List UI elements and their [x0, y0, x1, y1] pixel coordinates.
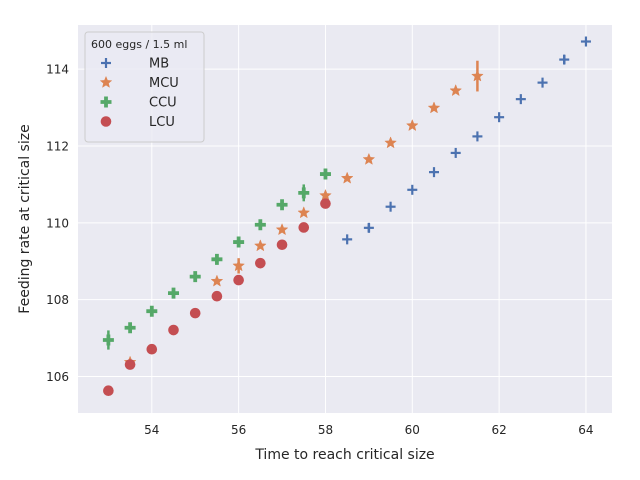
legend-marker-mcu — [99, 75, 113, 88]
point-lcu — [320, 198, 331, 209]
point-mcu — [275, 223, 289, 236]
data-marks — [102, 36, 591, 397]
point-mb — [537, 77, 548, 88]
point-mb — [342, 234, 353, 245]
point-ccu — [146, 305, 158, 317]
x-tick-label: 56 — [231, 423, 246, 437]
x-tick-label: 64 — [578, 423, 593, 437]
point-ccu — [254, 219, 266, 231]
y-tick-label: 106 — [46, 370, 69, 384]
point-mb — [580, 36, 591, 47]
x-tick-label: 60 — [405, 423, 420, 437]
point-lcu — [189, 307, 201, 319]
point-mcu — [210, 274, 224, 287]
y-tick-label: 114 — [46, 63, 69, 77]
point-mcu — [384, 136, 397, 149]
y-tick-label: 108 — [46, 293, 69, 307]
tick-labels: 54 56 58 60 62 64 106 108 110 112 114 — [46, 63, 593, 437]
legend-items: MB MCU CCU LCU — [99, 57, 179, 130]
point-mcu — [449, 84, 463, 97]
series-mb — [342, 36, 591, 245]
point-lcu — [211, 290, 223, 302]
legend-label: MB — [149, 57, 169, 72]
point-mb — [494, 112, 505, 123]
point-mb — [363, 222, 374, 233]
point-mb — [472, 131, 483, 142]
x-tick-label: 54 — [144, 423, 159, 437]
point-lcu — [146, 343, 158, 355]
legend-box — [84, 31, 205, 143]
point-lcu — [124, 359, 136, 370]
point-lcu — [255, 257, 266, 269]
point-mcu — [297, 206, 311, 219]
point-mcu — [471, 69, 484, 82]
point-mcu — [340, 171, 354, 184]
point-ccu — [276, 199, 288, 211]
point-mb — [559, 54, 570, 65]
point-mb — [385, 201, 396, 212]
point-mb — [407, 184, 418, 195]
point-lcu — [233, 274, 244, 286]
point-lcu — [103, 385, 114, 397]
legend: 600 eggs / 1.5 ml MB MCU CCU LCU — [84, 31, 205, 143]
legend-marker-lcu — [100, 116, 112, 127]
series-ccu — [102, 168, 331, 350]
series-lcu — [103, 198, 331, 397]
point-mcu — [232, 259, 245, 272]
y-tick-label: 112 — [46, 140, 69, 154]
point-mcu — [253, 239, 267, 252]
x-axis-label: Time to reach critical size — [254, 447, 434, 463]
point-ccu — [211, 253, 223, 265]
point-mb — [429, 167, 439, 178]
point-mb — [515, 94, 526, 105]
legend-label: CCU — [149, 96, 177, 111]
point-ccu — [124, 322, 136, 334]
point-lcu — [168, 324, 179, 336]
point-mcu — [427, 101, 441, 114]
point-ccu — [233, 236, 245, 248]
point-ccu — [298, 187, 310, 199]
point-ccu — [189, 271, 201, 283]
x-tick-label: 62 — [491, 423, 506, 437]
y-axis-label: Feeding rate at critical size — [17, 124, 33, 313]
point-ccu — [168, 287, 180, 299]
point-ccu — [319, 168, 331, 180]
point-mcu — [405, 118, 419, 132]
point-mb — [450, 147, 461, 158]
point-lcu — [298, 222, 310, 233]
legend-marker-ccu — [100, 96, 112, 108]
point-mcu — [319, 188, 332, 201]
point-mcu — [362, 152, 376, 165]
legend-marker-mb — [101, 58, 111, 68]
legend-label: MCU — [149, 76, 179, 91]
legend-label: LCU — [149, 115, 175, 130]
point-ccu — [102, 334, 114, 346]
point-lcu — [276, 239, 288, 251]
grid — [78, 25, 612, 413]
y-tick-label: 110 — [46, 216, 69, 230]
legend-title: 600 eggs / 1.5 ml — [91, 38, 187, 51]
x-tick-label: 58 — [318, 423, 333, 437]
